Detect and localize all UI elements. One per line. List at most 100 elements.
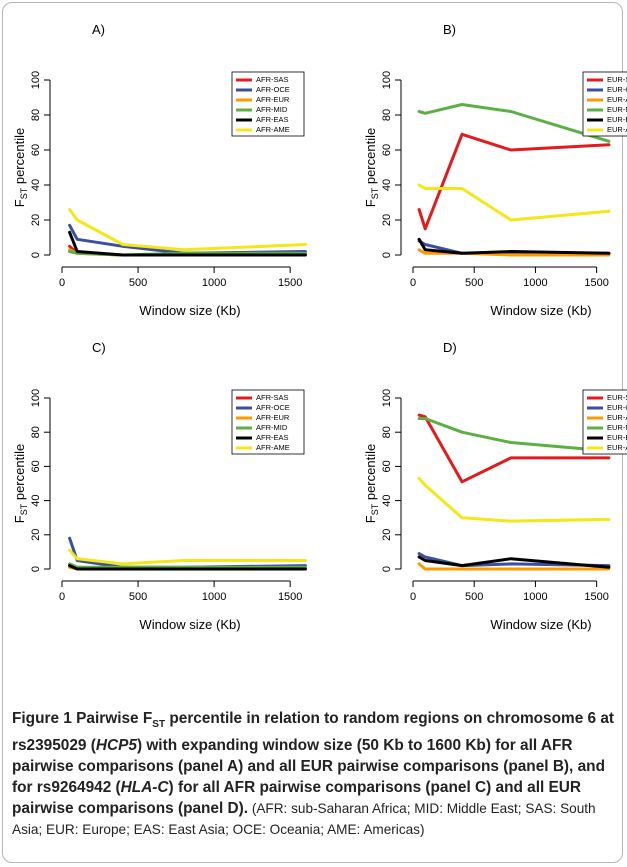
panel-b-legend-entry: EUR-SAS — [607, 75, 627, 84]
caption-title-part3: ) with expanding window size (50 Kb to 1… — [12, 737, 605, 797]
panel-a-legend-entry: AFR-OCE — [256, 85, 290, 94]
panel-d-y-tick-label: 60 — [381, 460, 393, 472]
panel-b-x-tick-label: 1500 — [584, 277, 608, 289]
panel-b-x-tick-label: 1000 — [523, 277, 547, 289]
panel-c-y-tick-label: 100 — [30, 389, 42, 407]
panel-a-x-label: Window size (Kb) — [139, 303, 240, 318]
panel-b-x-label: Window size (Kb) — [490, 303, 591, 318]
panel-c-legend — [231, 389, 305, 455]
caption-title-part1: Pairwise F — [76, 710, 153, 727]
panel-a-legend-entry: AFR-EUR — [256, 95, 290, 104]
panel-d-legend-entry: EUR-MID — [607, 423, 627, 432]
panel-a-x-tick-label: 0 — [59, 277, 65, 289]
panel-b-legend-entry: EUR-OCE — [607, 85, 627, 94]
panel-d-series-eur-ame — [417, 476, 611, 523]
panel-d-legend-entry: EUR-AME — [607, 443, 627, 452]
panel-a-x-tick-label: 500 — [129, 277, 147, 289]
panel-d-y-label: FST percentile — [363, 444, 380, 523]
panel-c-y-tick-label: 40 — [30, 494, 42, 506]
panel-c-x-tick-label: 500 — [129, 591, 147, 603]
panel-b-y-tick-label: 60 — [381, 144, 393, 156]
panel-c-x-tick-label: 1500 — [278, 591, 302, 603]
panel-a-x-tick-label: 1000 — [202, 277, 226, 289]
panel-c-legend-entry: AFR-SAS — [256, 393, 289, 402]
panel-c-legend-entry: AFR-AME — [256, 443, 290, 452]
panel-b-legend-entry: EUR-AME — [607, 125, 627, 134]
panel-b-series-eur-mid — [417, 103, 611, 143]
panel-c-y-tick-label: 80 — [30, 426, 42, 438]
panel-a-y-label: FST percentile — [12, 128, 29, 207]
panel-c-series-afr-eas — [68, 564, 307, 571]
panel-c-series-afr-ame — [68, 548, 307, 566]
panel-d-x-tick-label: 1500 — [584, 591, 608, 603]
figure-caption: Figure 1 Pairwise FST percentile in rela… — [12, 708, 615, 840]
panel-d-legend-entry: EUR-EAS — [607, 433, 627, 442]
panel-b-label: B) — [443, 22, 456, 37]
panel-a-legend-entry: AFR-SAS — [256, 75, 289, 84]
panel-c-label: C) — [92, 340, 106, 355]
panel-c-legend-entry: AFR-EUR — [256, 413, 290, 422]
caption-title: Figure 1 Pairwise FST percentile in rela… — [12, 710, 614, 817]
panel-d-x-tick-label: 1000 — [523, 591, 547, 603]
panel-c-series-afr-mid — [68, 562, 307, 569]
figure-label: Figure 1 — [12, 710, 72, 727]
caption-title-part4: ) for all AFR pairwise comparisons (pane… — [12, 779, 582, 818]
panel-a-label: A) — [92, 22, 105, 37]
panel-b-x-tick-label: 500 — [465, 277, 483, 289]
panel-c-x-tick-label: 1000 — [202, 591, 226, 603]
panel-c-y-tick-label: 60 — [30, 460, 42, 472]
caption-title-part2: percentile in relation to random regions… — [12, 710, 615, 755]
panel-c-y-label: FST percentile — [12, 444, 29, 523]
panel-d-y-tick-label: 80 — [381, 426, 393, 438]
panel-c-legend-entry: AFR-EAS — [256, 433, 289, 442]
panel-b-series-eur-eas — [417, 237, 611, 255]
panel-d-label: D) — [443, 340, 457, 355]
panel-b-y-tick-label: 20 — [381, 214, 393, 226]
panel-a-legend-entry: AFR-AME — [256, 125, 290, 134]
panel-b-y-tick-label: 100 — [381, 71, 393, 89]
panel-d-x-label: Window size (Kb) — [490, 617, 591, 632]
caption-gene-hcp5: HCP5 — [95, 737, 137, 755]
panel-d-x-tick-label: 500 — [465, 591, 483, 603]
panel-a-legend-entry: AFR-EAS — [256, 115, 289, 124]
panel-b-legend-entry: EUR-AFR — [607, 95, 627, 104]
panel-d-legend-entry: EUR-OCE — [607, 403, 627, 412]
panel-b-x-tick-label: 0 — [410, 277, 416, 289]
panel-c-x-tick-label: 0 — [59, 591, 65, 603]
panel-d-legend-entry: EUR-SAS — [607, 393, 627, 402]
panel-c-y-tick-label: 0 — [30, 566, 42, 572]
panel-d-series-eur-mid — [417, 417, 611, 453]
panel-a-y-tick-label: 0 — [30, 252, 42, 258]
panel-a-y-tick-label: 40 — [30, 179, 42, 191]
panel-d-x-tick-label: 0 — [410, 591, 416, 603]
panel-d-series-eur-sas — [417, 413, 611, 484]
panel-b-legend-entry: EUR-MID — [607, 105, 627, 114]
panel-b-legend — [582, 71, 627, 137]
panel-b-y-tick-label: 40 — [381, 179, 393, 191]
panel-d-y-tick-label: 20 — [381, 529, 393, 541]
panel-d-legend — [582, 389, 627, 455]
panel-a-series-afr-ame — [68, 208, 307, 252]
panel-a-legend-entry: AFR-MID — [256, 105, 288, 114]
panel-d-series-eur-afr — [417, 562, 611, 571]
panel-a-y-tick-label: 60 — [30, 144, 42, 156]
panel-a-series-afr-eas — [68, 230, 307, 257]
panel-b-legend-entry: EUR-EAS — [607, 115, 627, 124]
panel-c-x-label: Window size (Kb) — [139, 617, 240, 632]
panel-c-y-tick-label: 20 — [30, 529, 42, 541]
panel-d-legend-entry: EUR-AFR — [607, 413, 627, 422]
caption-abbreviations: (AFR: sub-Saharan Africa; MID: Middle Ea… — [12, 801, 596, 838]
panel-a-y-tick-label: 20 — [30, 214, 42, 226]
panel-a-x-tick-label: 1500 — [278, 277, 302, 289]
caption-gene-hla-c: HLA-C — [120, 779, 169, 797]
panel-d-y-tick-label: 0 — [381, 566, 393, 572]
panel-b-series-eur-ame — [417, 183, 611, 222]
caption-title-subscript: ST — [152, 719, 166, 731]
panel-d-y-tick-label: 40 — [381, 494, 393, 506]
panel-a-legend — [231, 71, 305, 137]
panel-b-y-label: FST percentile — [363, 128, 380, 207]
panel-d-series-eur-eas — [417, 555, 611, 569]
panel-a-y-tick-label: 80 — [30, 109, 42, 121]
